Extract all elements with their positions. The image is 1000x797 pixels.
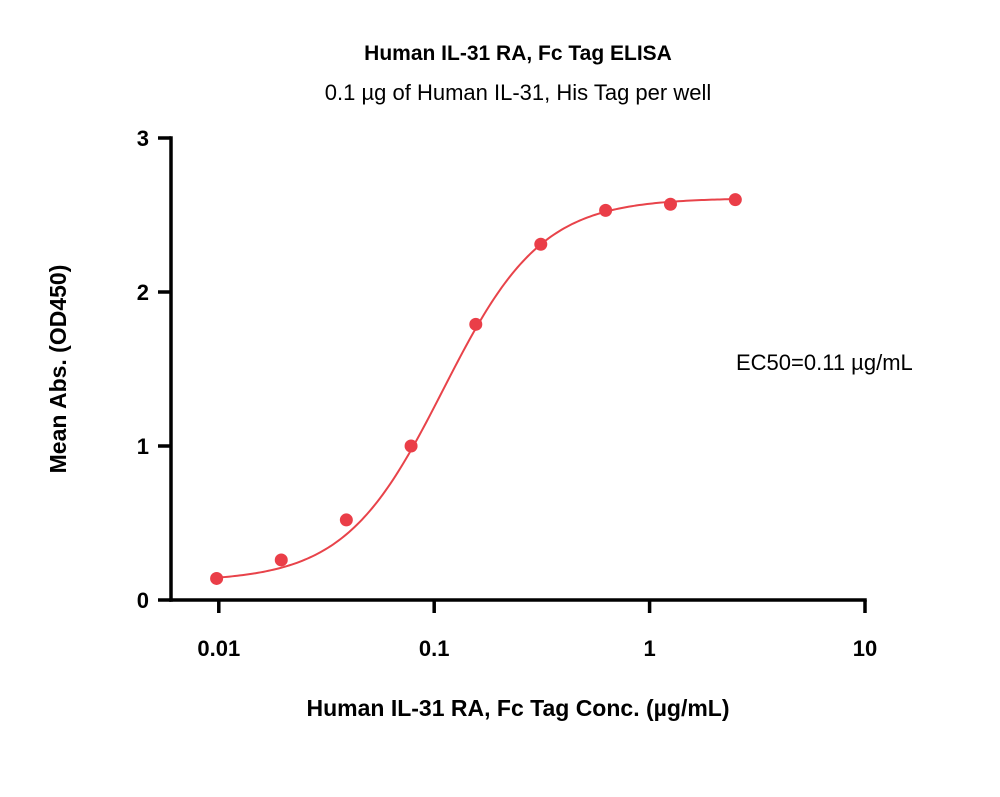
data-point: [534, 237, 548, 251]
x-tick-label: 0.1: [419, 636, 450, 661]
x-axis-label: Human IL-31 RA, Fc Tag Conc. (µg/mL): [306, 695, 729, 721]
data-point: [210, 571, 224, 585]
y-tick-label: 2: [137, 280, 149, 305]
x-ticks: 0.01 0.1 1 10: [197, 600, 877, 661]
data-point: [469, 317, 483, 331]
y-ticks: 0 1 2 3: [137, 126, 171, 613]
data-point: [339, 513, 353, 527]
data-point: [274, 553, 288, 567]
y-tick-label: 3: [137, 126, 149, 151]
data-point: [599, 203, 613, 217]
data-point: [663, 197, 677, 211]
x-axis: 0.01 0.1 1 10: [169, 598, 877, 661]
y-axis-label: Mean Abs. (OD450): [45, 265, 71, 474]
fit-curve: [216, 198, 736, 579]
chart-title: Human IL-31 RA, Fc Tag ELISA: [364, 42, 672, 65]
y-tick-label: 1: [137, 434, 149, 459]
y-axis: 0 1 2 3: [137, 126, 173, 613]
chart-subtitle: 0.1 µg of Human IL-31, His Tag per well: [325, 80, 711, 105]
x-tick-label: 10: [853, 636, 877, 661]
y-tick-label: 0: [137, 588, 149, 613]
data-point: [728, 193, 742, 207]
ec50-annotation: EC50=0.11 µg/mL: [736, 350, 913, 375]
data-points: [210, 193, 742, 585]
x-tick-label: 0.01: [197, 636, 240, 661]
data-point: [404, 439, 418, 453]
x-tick-label: 1: [643, 636, 655, 661]
